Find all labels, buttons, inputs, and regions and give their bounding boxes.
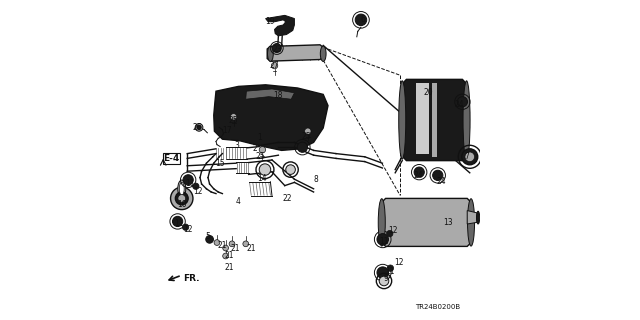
Ellipse shape [399, 81, 406, 159]
Circle shape [229, 241, 235, 247]
Circle shape [387, 265, 394, 271]
Text: 14: 14 [257, 174, 267, 183]
Circle shape [457, 97, 467, 107]
Text: 11: 11 [380, 237, 388, 246]
Text: 2: 2 [253, 144, 258, 153]
Ellipse shape [378, 199, 385, 246]
Circle shape [462, 149, 477, 165]
Polygon shape [467, 211, 479, 224]
Polygon shape [381, 198, 471, 246]
Text: FR.: FR. [183, 274, 200, 283]
Text: 6: 6 [361, 15, 365, 24]
Text: 7: 7 [465, 152, 470, 161]
Text: 24: 24 [454, 100, 464, 109]
Circle shape [183, 175, 193, 185]
Circle shape [178, 195, 186, 202]
Ellipse shape [463, 81, 470, 159]
Circle shape [193, 183, 199, 189]
Circle shape [175, 192, 188, 205]
Text: 8: 8 [314, 175, 319, 184]
Text: 12: 12 [388, 226, 397, 235]
Ellipse shape [476, 211, 480, 224]
Circle shape [182, 224, 189, 230]
Circle shape [230, 114, 237, 120]
Circle shape [195, 124, 203, 131]
Text: 11: 11 [385, 268, 394, 276]
Circle shape [355, 14, 367, 26]
Text: 12: 12 [184, 225, 193, 234]
Text: 10: 10 [177, 200, 187, 209]
Text: 9: 9 [383, 274, 388, 283]
Circle shape [259, 147, 266, 153]
Text: 3: 3 [234, 141, 239, 150]
Circle shape [170, 187, 193, 210]
Text: E-4: E-4 [163, 154, 180, 163]
Text: 12: 12 [193, 188, 202, 196]
Bar [432, 83, 437, 157]
Text: 19: 19 [266, 17, 275, 26]
Text: 5: 5 [205, 232, 210, 241]
Polygon shape [246, 89, 294, 99]
Circle shape [387, 230, 393, 237]
Text: 25: 25 [256, 152, 266, 161]
Ellipse shape [467, 199, 474, 246]
Text: TR24B0200B: TR24B0200B [415, 304, 460, 309]
Circle shape [271, 62, 278, 69]
Circle shape [223, 245, 228, 251]
Circle shape [377, 234, 388, 245]
Circle shape [379, 276, 389, 286]
Text: 26: 26 [193, 124, 203, 132]
Text: 27: 27 [269, 61, 280, 70]
Circle shape [465, 152, 475, 162]
Circle shape [305, 128, 311, 134]
Text: 24: 24 [413, 171, 424, 180]
Circle shape [272, 44, 282, 52]
Ellipse shape [178, 180, 186, 197]
Text: 4: 4 [236, 197, 241, 206]
Polygon shape [266, 15, 294, 36]
Text: 21: 21 [224, 263, 234, 272]
Circle shape [433, 170, 443, 180]
Text: 22: 22 [283, 194, 292, 203]
Text: 17: 17 [221, 126, 232, 135]
Text: 12: 12 [395, 258, 404, 267]
Circle shape [377, 267, 388, 278]
Circle shape [243, 241, 248, 247]
Polygon shape [268, 45, 323, 61]
Text: 25: 25 [301, 132, 312, 141]
Polygon shape [403, 79, 467, 161]
Text: 21: 21 [218, 241, 227, 250]
Text: 21: 21 [230, 244, 240, 253]
Text: 23: 23 [273, 45, 283, 54]
Text: 15: 15 [215, 159, 225, 168]
Text: 1: 1 [257, 133, 262, 142]
Circle shape [285, 165, 296, 174]
Text: 11: 11 [186, 180, 195, 188]
Text: 18: 18 [273, 91, 282, 100]
Text: 21: 21 [246, 244, 256, 253]
Bar [416, 83, 429, 154]
Text: 11: 11 [175, 220, 184, 228]
Circle shape [197, 125, 201, 130]
Circle shape [214, 240, 220, 245]
Circle shape [297, 142, 307, 152]
Text: 20: 20 [423, 88, 433, 97]
Circle shape [173, 216, 183, 227]
Circle shape [414, 167, 424, 177]
Ellipse shape [321, 46, 326, 61]
Text: 24: 24 [436, 177, 446, 186]
Ellipse shape [179, 182, 184, 195]
Text: 25: 25 [228, 116, 238, 125]
Ellipse shape [268, 46, 273, 61]
FancyBboxPatch shape [163, 153, 180, 164]
Circle shape [259, 164, 271, 175]
Circle shape [206, 236, 214, 243]
Circle shape [223, 253, 228, 259]
Text: 13: 13 [443, 218, 453, 227]
Text: 21: 21 [224, 251, 234, 260]
Polygon shape [214, 85, 328, 150]
